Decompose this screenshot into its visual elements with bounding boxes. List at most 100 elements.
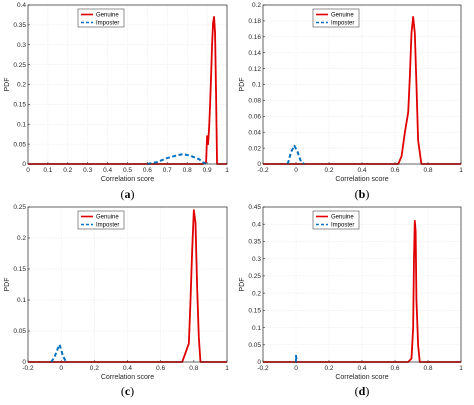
y-tick-label: 0.06: [248, 114, 261, 121]
axes-box: [262, 4, 462, 165]
x-tick-label: -0.2: [257, 365, 269, 372]
legend-box: [77, 8, 125, 28]
x-tick-label: 0.4: [357, 365, 366, 372]
series-line-genuine: [28, 16, 227, 165]
y-tick-label: 0.15: [13, 102, 26, 109]
legend-label-genuine: Genuine: [96, 215, 119, 221]
y-tick-label: 0.2: [252, 290, 261, 297]
series-line-genuine: [28, 209, 227, 363]
x-tick-label: 0.2: [324, 365, 333, 372]
y-tick-label: 0.16: [248, 34, 261, 41]
y-tick-label: 0.25: [13, 204, 26, 211]
x-tick-label: -0.2: [22, 365, 34, 372]
legend-box: [312, 8, 360, 28]
y-tick-label: 0.2: [252, 2, 261, 9]
x-axis-label: Correlation score: [335, 374, 388, 381]
panel-caption: (c): [121, 384, 134, 398]
y-tick-label: 0.25: [13, 62, 26, 69]
legend: Genuine Imposter: [312, 210, 360, 230]
y-tick-label: 0.4: [17, 2, 26, 9]
x-tick-label: 0.7: [163, 167, 172, 174]
x-tick-label: 0: [294, 365, 298, 372]
chart-panel-a: 0 0.1 0.2 0.3 0.4 0.5 0.6 0.7 0.8 0.9 1 0 0.05 0.1 0.1…: [4, 2, 229, 201]
series-line-imposter: [147, 153, 208, 165]
series-line-imposter: [286, 144, 305, 165]
panel-caption: (b): [355, 187, 370, 201]
x-tick-label: 1: [225, 167, 229, 174]
y-axis-label: PDF: [239, 278, 246, 292]
legend-label-genuine: Genuine: [331, 215, 354, 221]
y-tick-label: 0.1: [252, 82, 261, 89]
y-tick-label: 0: [257, 161, 261, 168]
y-tick-label: 0.1: [17, 297, 26, 304]
y-tick-label: 0.2: [17, 235, 26, 242]
legend: Genuine Imposter: [77, 210, 125, 230]
y-tick-label: 0.05: [13, 328, 26, 335]
x-tick-label: 0.8: [423, 167, 432, 174]
x-tick-label: -0.2: [257, 167, 269, 174]
y-tick-label: 0.3: [252, 256, 261, 263]
x-tick-label: 0.4: [123, 365, 132, 372]
x-tick-label: 0.6: [390, 167, 399, 174]
x-axis-label: Correlation score: [335, 176, 388, 183]
y-tick-label: 0.04: [248, 129, 261, 136]
chart-panel-c: -0.2 0 0.2 0.4 0.6 0.8 100.050.10.150.20.25Gen…: [4, 204, 229, 398]
y-tick-label: 0.12: [248, 66, 261, 73]
x-tick-label: 0: [59, 365, 63, 372]
series-line-genuine: [263, 16, 461, 165]
y-axis-label: PDF: [239, 78, 246, 92]
x-axis-label: Correlation score: [101, 176, 154, 183]
x-tick-label: 0.8: [423, 365, 432, 372]
series-line-genuine: [263, 219, 461, 363]
y-tick-label: 0.1: [252, 325, 261, 332]
x-tick-label: 1: [225, 365, 229, 372]
y-tick-label: 0.4: [252, 221, 261, 228]
y-tick-label: 0.45: [248, 204, 261, 211]
x-tick-label: 0.3: [83, 167, 92, 174]
x-tick-label: 0: [294, 167, 298, 174]
axes-box: [27, 206, 228, 363]
legend-label-genuine: Genuine: [331, 13, 354, 19]
x-tick-label: 0.4: [103, 167, 112, 174]
legend-label-imposter: Imposter: [96, 223, 119, 229]
y-tick-label: 0: [257, 359, 261, 366]
y-tick-label: 0.35: [248, 239, 261, 246]
y-tick-label: 0.15: [13, 266, 26, 273]
x-axis-label: Correlation score: [101, 374, 154, 381]
axes-box: [262, 206, 462, 363]
y-tick-label: 0.08: [248, 98, 261, 105]
y-axis-label: PDF: [4, 278, 11, 292]
x-tick-label: 0: [26, 167, 30, 174]
y-tick-label: 0.05: [13, 141, 26, 148]
y-tick-label: 0.05: [248, 342, 261, 349]
legend: Genuine Imposter: [312, 8, 360, 28]
y-tick-label: 0: [22, 161, 26, 168]
y-tick-label: 0.15: [248, 308, 261, 315]
panel-caption: (d): [355, 384, 370, 398]
legend-label-imposter: Imposter: [96, 21, 119, 27]
legend-label-genuine: Genuine: [96, 13, 119, 19]
x-tick-label: 0.6: [156, 365, 165, 372]
y-tick-label: 0.14: [248, 50, 261, 57]
y-tick-label: 0.02: [248, 145, 261, 152]
x-tick-label: 0.8: [189, 365, 198, 372]
series-line-imposter: [295, 354, 298, 363]
y-tick-label: 0.1: [17, 121, 26, 128]
legend-box: [312, 210, 360, 230]
y-tick-label: 0.25: [248, 273, 261, 280]
y-axis-label: PDF: [4, 78, 11, 92]
legend-label-imposter: Imposter: [331, 223, 354, 229]
x-tick-label: 0.9: [203, 167, 212, 174]
x-tick-label: 0.4: [357, 167, 366, 174]
x-tick-label: 0.6: [390, 365, 399, 372]
y-tick-label: 0.35: [13, 22, 26, 29]
chart-panel-d: -0.2 0 0.2 0.4 0.6 0.8 100.050.10.150.20.250.3…: [239, 204, 463, 398]
x-tick-label: 0.2: [324, 167, 333, 174]
axes-box: [27, 4, 228, 165]
x-tick-label: 0.2: [90, 365, 99, 372]
y-tick-label: 0.18: [248, 18, 261, 25]
legend: Genuine Imposter: [77, 8, 125, 28]
x-tick-label: 0.5: [123, 167, 132, 174]
x-tick-label: 1: [459, 167, 463, 174]
